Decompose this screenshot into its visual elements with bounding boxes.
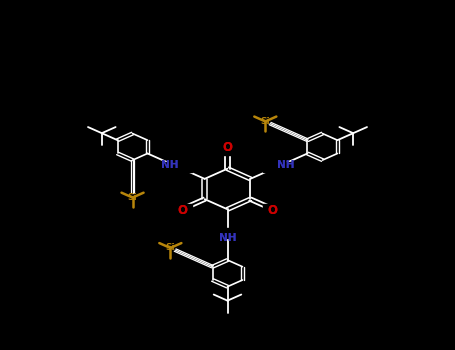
Bar (219, 146, 236, 155)
Bar (176, 204, 192, 212)
Bar (263, 162, 291, 172)
Text: Si: Si (128, 193, 137, 202)
Text: Si: Si (261, 117, 270, 126)
Text: NH: NH (161, 160, 178, 170)
Text: O: O (177, 204, 187, 217)
Text: NH: NH (161, 160, 178, 170)
Text: O: O (177, 204, 187, 217)
Text: O: O (268, 204, 278, 217)
Text: O: O (222, 141, 233, 154)
Text: O: O (268, 204, 278, 217)
Bar (164, 162, 192, 172)
Bar (214, 228, 241, 238)
Text: NH: NH (277, 160, 294, 170)
Text: NH: NH (219, 233, 236, 243)
Text: NH: NH (219, 233, 236, 243)
Bar (263, 204, 279, 212)
Text: O: O (222, 141, 233, 154)
Text: NH: NH (277, 160, 294, 170)
Text: Si: Si (166, 244, 175, 252)
